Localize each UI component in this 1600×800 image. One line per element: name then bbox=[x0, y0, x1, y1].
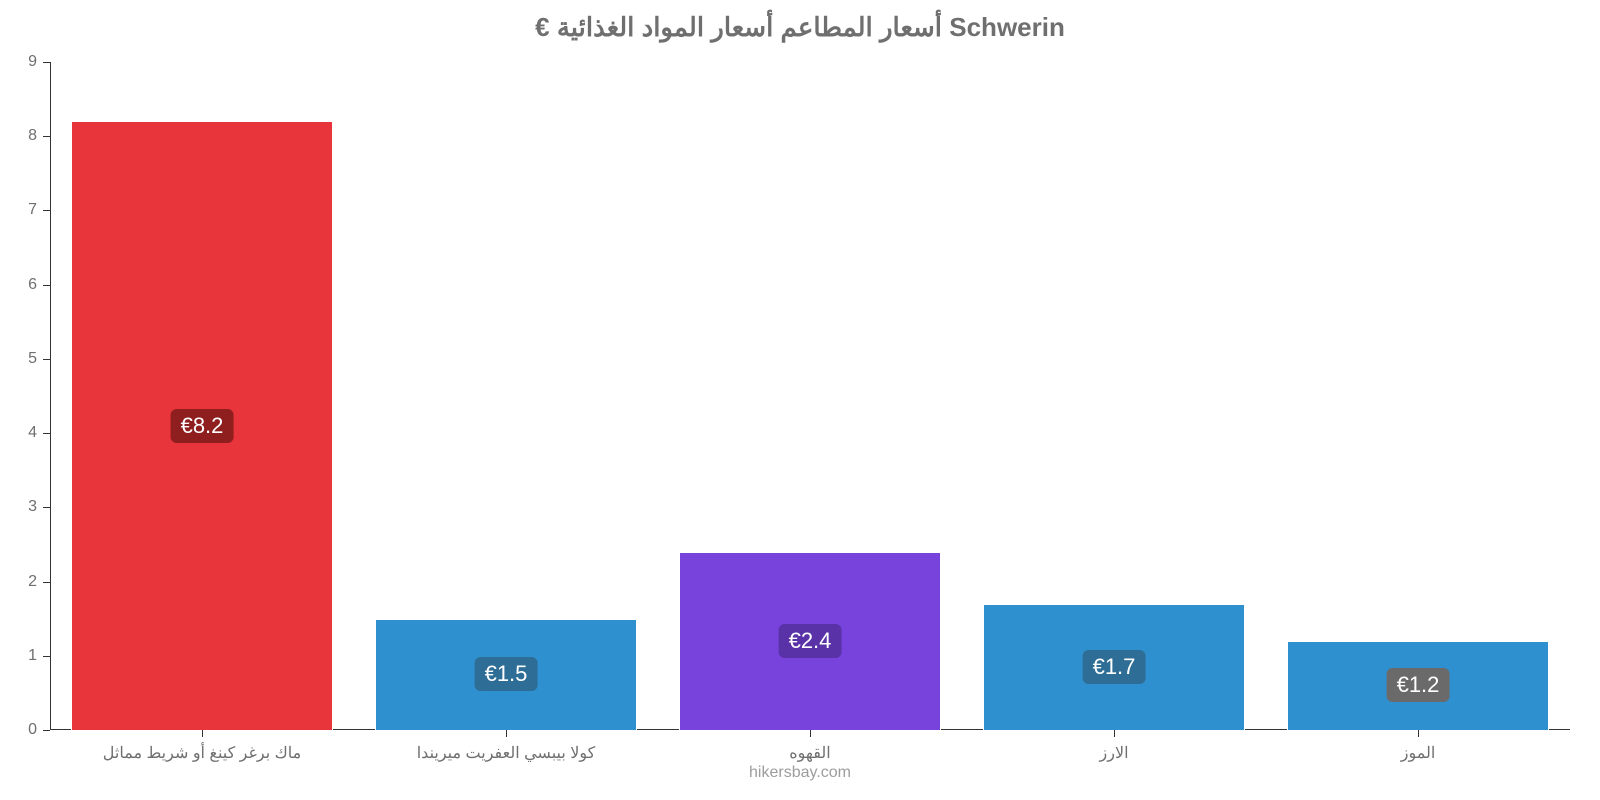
chart-title: € أسعار المطاعم أسعار المواد الغذائية Sc… bbox=[0, 12, 1600, 43]
chart-footer: hikersbay.com bbox=[0, 764, 1600, 782]
y-tick-label: 5 bbox=[28, 350, 37, 368]
bar-value-badge: €2.4 bbox=[779, 624, 842, 658]
y-tick-mark bbox=[43, 656, 50, 657]
x-category-label: الموز bbox=[1401, 743, 1436, 763]
x-tick-mark bbox=[506, 730, 507, 737]
plot-area: 0123456789ماك برغر كينغ أو شريط مماثل€8.… bbox=[50, 62, 1570, 730]
x-category-label: كولا بيبسي العفريت ميريندا bbox=[417, 743, 596, 763]
x-tick-mark bbox=[810, 730, 811, 737]
y-tick-mark bbox=[43, 285, 50, 286]
y-tick-label: 8 bbox=[28, 127, 37, 145]
y-tick-label: 7 bbox=[28, 201, 37, 219]
y-tick-label: 1 bbox=[28, 647, 37, 665]
y-tick-mark bbox=[43, 730, 50, 731]
y-tick-label: 3 bbox=[28, 498, 37, 516]
x-category-label: ماك برغر كينغ أو شريط مماثل bbox=[103, 743, 301, 763]
y-tick-mark bbox=[43, 582, 50, 583]
y-tick-mark bbox=[43, 507, 50, 508]
bar-value-badge: €1.5 bbox=[475, 657, 538, 691]
bar-value-badge: €1.2 bbox=[1387, 668, 1450, 702]
y-tick-mark bbox=[43, 210, 50, 211]
x-tick-mark bbox=[202, 730, 203, 737]
y-tick-mark bbox=[43, 359, 50, 360]
y-tick-label: 0 bbox=[28, 721, 37, 739]
y-tick-mark bbox=[43, 136, 50, 137]
y-axis bbox=[50, 62, 51, 730]
y-tick-label: 9 bbox=[28, 53, 37, 71]
chart-container: € أسعار المطاعم أسعار المواد الغذائية Sc… bbox=[0, 0, 1600, 800]
y-tick-label: 6 bbox=[28, 276, 37, 294]
y-tick-label: 4 bbox=[28, 424, 37, 442]
bar-value-badge: €8.2 bbox=[171, 409, 234, 443]
y-tick-mark bbox=[43, 62, 50, 63]
x-category-label: الارز bbox=[1099, 743, 1128, 763]
x-tick-mark bbox=[1114, 730, 1115, 737]
y-tick-label: 2 bbox=[28, 573, 37, 591]
x-tick-mark bbox=[1418, 730, 1419, 737]
x-category-label: القهوه bbox=[789, 743, 830, 763]
y-tick-mark bbox=[43, 433, 50, 434]
bar-value-badge: €1.7 bbox=[1083, 650, 1146, 684]
